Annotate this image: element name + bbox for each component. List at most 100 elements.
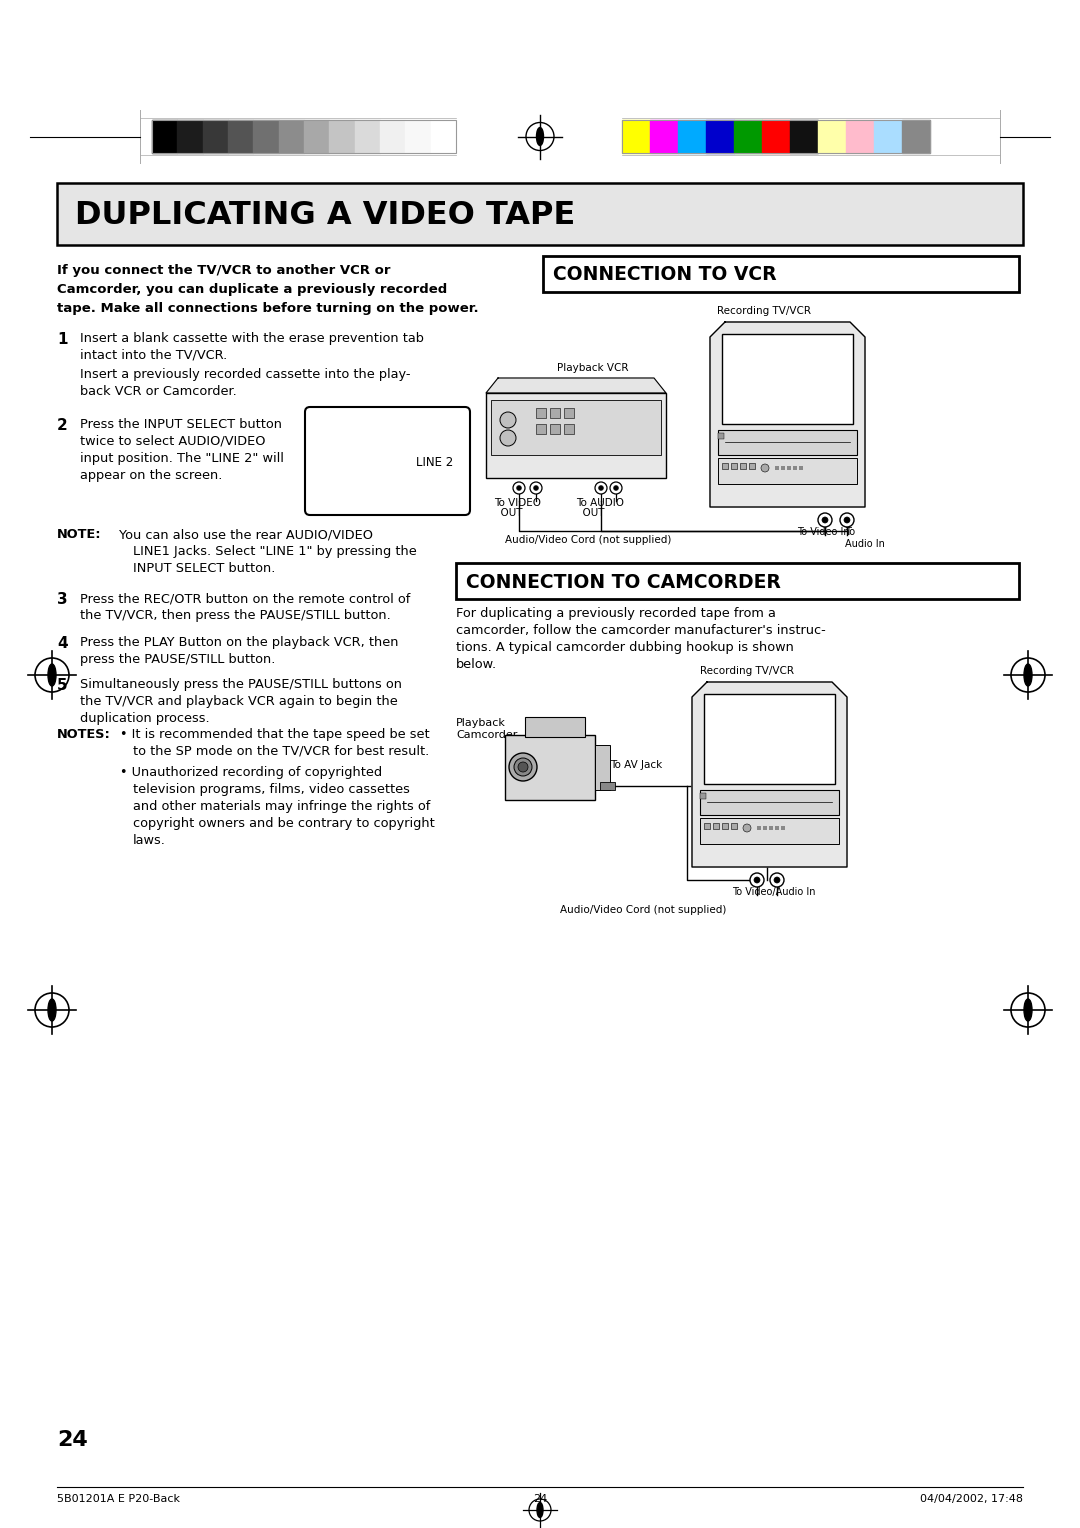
Text: To AV Jack: To AV Jack — [610, 759, 662, 770]
Bar — [564, 423, 573, 434]
Bar — [456, 562, 1020, 599]
Text: Playback
Camcorder: Playback Camcorder — [456, 718, 517, 740]
Bar — [781, 466, 785, 471]
Text: back VCR or Camcorder.: back VCR or Camcorder. — [80, 385, 237, 397]
Text: OUT: OUT — [576, 507, 605, 518]
Bar — [718, 458, 858, 484]
Text: tape. Make all connections before turning on the power.: tape. Make all connections before turnin… — [57, 303, 478, 315]
Bar — [731, 824, 737, 830]
Bar — [762, 827, 767, 830]
Bar — [57, 183, 1023, 244]
Text: and other materials may infringe the rights of: and other materials may infringe the rig… — [133, 801, 430, 813]
Circle shape — [613, 486, 619, 490]
Bar — [704, 694, 835, 784]
Bar — [505, 735, 595, 801]
Bar — [713, 824, 719, 830]
Text: television programs, films, video cassettes: television programs, films, video casset… — [133, 782, 410, 796]
Text: 5: 5 — [57, 678, 68, 694]
Text: laws.: laws. — [133, 834, 166, 847]
Bar — [543, 257, 1020, 292]
Circle shape — [500, 413, 516, 428]
Text: 04/04/2002, 17:48: 04/04/2002, 17:48 — [920, 1494, 1023, 1504]
Text: For duplicating a previously recorded tape from a: For duplicating a previously recorded ta… — [456, 607, 775, 620]
Text: 2: 2 — [57, 419, 68, 432]
Text: To AUDIO: To AUDIO — [576, 498, 624, 507]
Text: 24: 24 — [532, 1494, 548, 1504]
Circle shape — [534, 486, 539, 490]
Text: tions. A typical camcorder dubbing hookup is shown: tions. A typical camcorder dubbing hooku… — [456, 642, 794, 654]
Text: Simultaneously press the PAUSE/STILL buttons on: Simultaneously press the PAUSE/STILL but… — [80, 678, 402, 691]
Ellipse shape — [48, 999, 56, 1021]
Polygon shape — [486, 377, 666, 393]
Bar — [718, 429, 858, 455]
Text: NOTE:: NOTE: — [57, 529, 102, 541]
Bar — [536, 423, 546, 434]
Polygon shape — [710, 322, 865, 507]
Bar — [329, 121, 354, 153]
Text: INPUT SELECT button.: INPUT SELECT button. — [133, 562, 275, 575]
Text: 4: 4 — [57, 636, 68, 651]
Circle shape — [774, 877, 780, 883]
Text: Audio/Video Cord (not supplied): Audio/Video Cord (not supplied) — [561, 905, 727, 915]
Text: below.: below. — [456, 659, 497, 671]
Circle shape — [530, 481, 542, 494]
Circle shape — [761, 465, 769, 472]
Bar — [769, 827, 773, 830]
Text: You can also use the rear AUDIO/VIDEO: You can also use the rear AUDIO/VIDEO — [114, 529, 373, 541]
Bar — [700, 817, 839, 843]
Ellipse shape — [537, 127, 543, 145]
Circle shape — [750, 872, 764, 886]
Bar — [152, 121, 456, 153]
Ellipse shape — [537, 1502, 543, 1517]
Bar — [723, 824, 728, 830]
Text: intact into the TV/VCR.: intact into the TV/VCR. — [80, 348, 227, 362]
Text: 1: 1 — [57, 332, 67, 347]
Bar — [228, 121, 254, 153]
Text: the TV/VCR and playback VCR again to begin the: the TV/VCR and playback VCR again to beg… — [80, 695, 397, 707]
Circle shape — [500, 429, 516, 446]
Bar — [525, 717, 585, 736]
Circle shape — [770, 872, 784, 886]
Polygon shape — [692, 681, 847, 866]
Circle shape — [840, 513, 854, 527]
Bar — [731, 463, 737, 469]
Bar — [902, 121, 930, 153]
Text: Press the PLAY Button on the playback VCR, then: Press the PLAY Button on the playback VC… — [80, 636, 399, 649]
Bar — [622, 121, 930, 153]
Bar — [874, 121, 902, 153]
Text: CONNECTION TO VCR: CONNECTION TO VCR — [553, 266, 777, 284]
Text: duplication process.: duplication process. — [80, 712, 210, 724]
Bar — [279, 121, 303, 153]
Text: Press the REC/OTR button on the remote control of: Press the REC/OTR button on the remote c… — [80, 591, 410, 605]
Text: Insert a blank cassette with the erase prevention tab: Insert a blank cassette with the erase p… — [80, 332, 423, 345]
Text: the TV/VCR, then press the PAUSE/STILL button.: the TV/VCR, then press the PAUSE/STILL b… — [80, 610, 391, 622]
Bar — [303, 121, 329, 153]
Ellipse shape — [1024, 999, 1032, 1021]
Circle shape — [514, 758, 532, 776]
Bar — [762, 121, 789, 153]
Text: 3: 3 — [57, 591, 68, 607]
Bar — [152, 121, 177, 153]
Text: camcorder, follow the camcorder manufacturer's instruc-: camcorder, follow the camcorder manufact… — [456, 623, 826, 637]
Bar — [177, 121, 203, 153]
Bar — [757, 827, 761, 830]
Bar — [354, 121, 380, 153]
Text: If you connect the TV/VCR to another VCR or: If you connect the TV/VCR to another VCR… — [57, 264, 391, 277]
Text: To Video In: To Video In — [797, 527, 850, 536]
Text: Press the INPUT SELECT button: Press the INPUT SELECT button — [80, 419, 282, 431]
Text: Insert a previously recorded cassette into the play-: Insert a previously recorded cassette in… — [80, 368, 410, 380]
Circle shape — [743, 824, 751, 833]
Bar — [750, 463, 755, 469]
Text: Recording TV/VCR: Recording TV/VCR — [700, 666, 794, 675]
Bar — [818, 121, 846, 153]
Bar — [723, 335, 853, 423]
Text: LINE 2: LINE 2 — [416, 457, 453, 469]
Text: Audio/Video Cord (not supplied): Audio/Video Cord (not supplied) — [505, 535, 672, 545]
Bar — [678, 121, 706, 153]
Bar — [723, 463, 728, 469]
Text: Camcorder, you can duplicate a previously recorded: Camcorder, you can duplicate a previousl… — [57, 283, 447, 296]
Bar — [775, 827, 779, 830]
Circle shape — [598, 486, 604, 490]
Bar — [405, 121, 431, 153]
Bar — [380, 121, 405, 153]
